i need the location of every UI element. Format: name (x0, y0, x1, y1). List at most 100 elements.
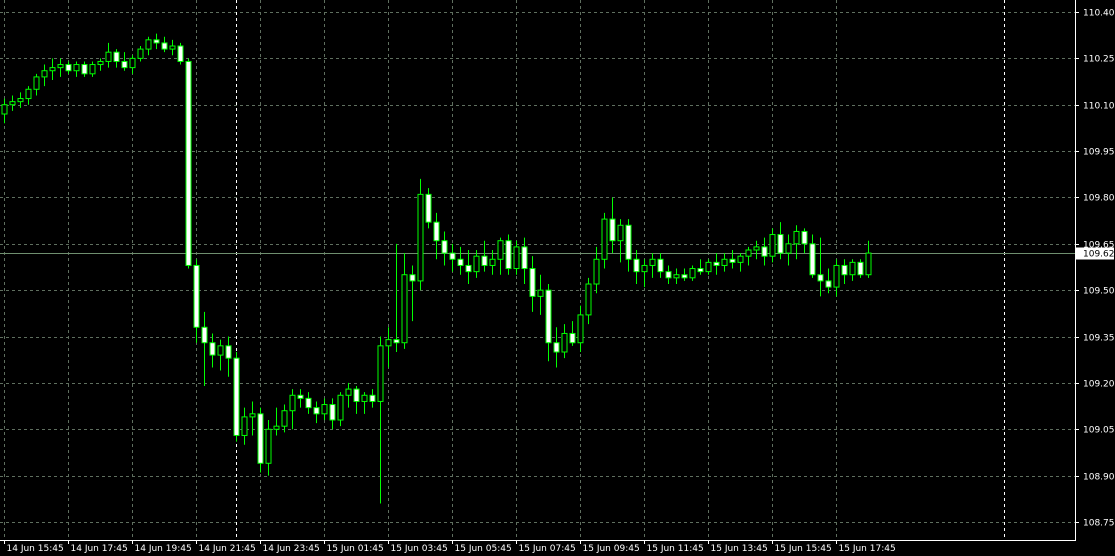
candle[interactable] (225, 336, 232, 377)
candle[interactable] (849, 259, 856, 281)
candle[interactable] (25, 86, 32, 105)
candle[interactable] (489, 250, 496, 275)
candle[interactable] (585, 277, 592, 325)
candle[interactable] (409, 265, 416, 322)
candle[interactable] (257, 407, 264, 473)
candle[interactable] (129, 55, 136, 74)
price-axis[interactable]: 110.40110.25110.10109.95109.80109.65109.… (1075, 9, 1115, 529)
candle[interactable] (521, 237, 528, 284)
candle[interactable] (673, 268, 680, 284)
candle[interactable] (601, 212, 608, 269)
candle[interactable] (745, 246, 752, 266)
candle[interactable] (441, 231, 448, 266)
candle[interactable] (697, 259, 704, 275)
candle[interactable] (425, 188, 432, 229)
candle[interactable] (289, 389, 296, 430)
candle[interactable] (249, 401, 256, 436)
candle[interactable] (713, 253, 720, 275)
candle[interactable] (609, 197, 616, 254)
candle[interactable] (329, 398, 336, 430)
candle[interactable] (17, 92, 24, 108)
candle[interactable] (345, 382, 352, 408)
candle[interactable] (457, 246, 464, 275)
candle[interactable] (841, 259, 848, 284)
candle[interactable] (497, 237, 504, 275)
candle[interactable] (625, 219, 632, 272)
candle[interactable] (273, 407, 280, 436)
candle[interactable] (9, 95, 16, 111)
candle[interactable] (305, 392, 312, 414)
candle[interactable] (145, 36, 152, 56)
candle[interactable] (641, 259, 648, 288)
candle[interactable] (465, 250, 472, 284)
candle[interactable] (201, 311, 208, 386)
candle[interactable] (833, 259, 840, 297)
candle[interactable] (41, 64, 48, 87)
candle[interactable] (361, 392, 368, 414)
candle[interactable] (105, 42, 112, 68)
candle[interactable] (217, 339, 224, 371)
candle[interactable] (657, 253, 664, 278)
candle[interactable] (537, 274, 544, 315)
candle[interactable] (297, 389, 304, 408)
candle[interactable] (761, 237, 768, 266)
candle[interactable] (137, 46, 144, 62)
candle[interactable] (1, 98, 8, 124)
candle[interactable] (353, 386, 360, 414)
candle[interactable] (265, 420, 272, 476)
candle[interactable] (593, 246, 600, 294)
candle[interactable] (385, 327, 392, 368)
candle[interactable] (633, 250, 640, 284)
candle[interactable] (241, 407, 248, 445)
candle[interactable] (377, 336, 384, 504)
candle[interactable] (401, 253, 408, 349)
candle[interactable] (121, 52, 128, 71)
candle[interactable] (649, 253, 656, 278)
candle[interactable] (617, 219, 624, 263)
candle[interactable] (393, 243, 400, 352)
candle[interactable] (769, 228, 776, 263)
candle[interactable] (801, 228, 808, 254)
candle[interactable] (817, 237, 824, 297)
candle[interactable] (449, 243, 456, 272)
candle[interactable] (561, 324, 568, 359)
candle[interactable] (177, 42, 184, 65)
candle[interactable] (57, 58, 64, 77)
candle[interactable] (321, 398, 328, 420)
candle[interactable] (169, 39, 176, 56)
candle[interactable] (505, 234, 512, 275)
candle[interactable] (577, 305, 584, 352)
candle[interactable] (689, 265, 696, 281)
candle[interactable] (417, 178, 424, 291)
candle[interactable] (785, 234, 792, 266)
candle[interactable] (473, 250, 480, 278)
candle[interactable] (513, 240, 520, 275)
candle[interactable] (681, 268, 688, 281)
candle[interactable] (73, 61, 80, 77)
candle[interactable] (337, 392, 344, 427)
candle[interactable] (97, 58, 104, 71)
candle[interactable] (865, 240, 872, 278)
candle[interactable] (665, 265, 672, 284)
candle[interactable] (793, 225, 800, 260)
candle[interactable] (369, 389, 376, 408)
candle[interactable] (481, 240, 488, 272)
candle[interactable] (65, 61, 72, 74)
candle[interactable] (433, 212, 440, 260)
candle[interactable] (313, 401, 320, 424)
candle[interactable] (721, 253, 728, 272)
candle[interactable] (113, 49, 120, 68)
candle[interactable] (753, 240, 760, 260)
candle[interactable] (529, 256, 536, 312)
candle[interactable] (705, 259, 712, 275)
candle[interactable] (569, 321, 576, 346)
candle[interactable] (89, 61, 96, 77)
candle[interactable] (233, 352, 240, 442)
candle[interactable] (737, 253, 744, 272)
candle[interactable] (729, 250, 736, 269)
candle[interactable] (809, 234, 816, 278)
candle[interactable] (857, 259, 864, 278)
candle[interactable] (281, 404, 288, 433)
candle[interactable] (553, 327, 560, 368)
